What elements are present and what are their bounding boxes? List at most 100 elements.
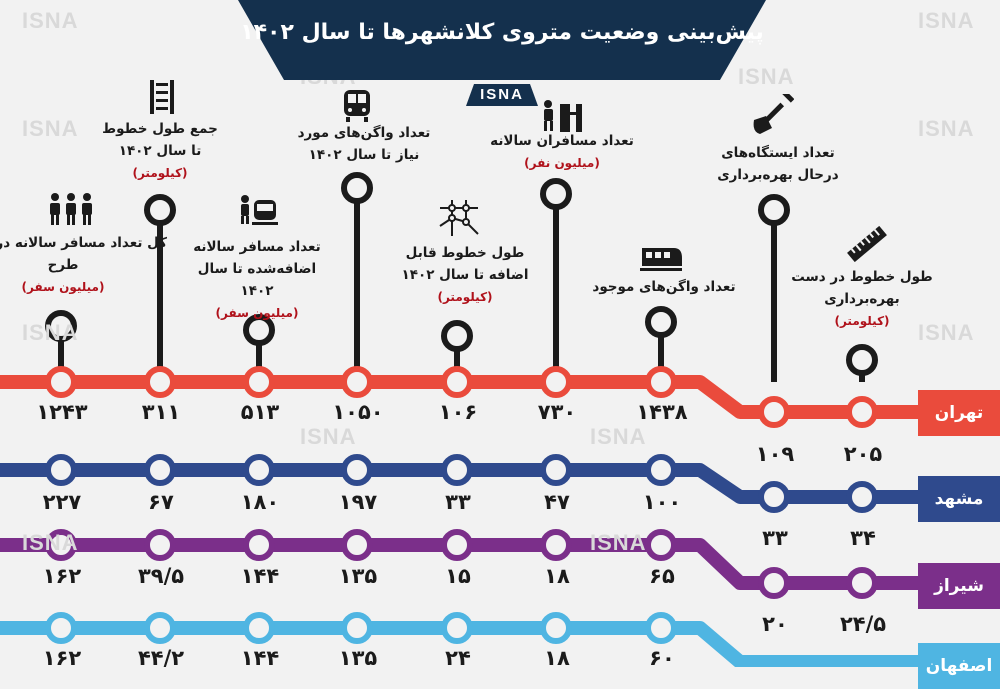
- station-marker: [441, 612, 473, 644]
- ruler-icon: [847, 226, 887, 262]
- value-mashhad: ۱۰۰: [642, 490, 682, 514]
- category-label-wagons-needed: تعداد واگن‌های مورد نیاز تا سال ۱۴۰۲: [297, 125, 431, 163]
- city-label-isfahan: اصفهان: [918, 643, 1000, 689]
- station-marker: [846, 567, 878, 599]
- value-shiraz: ۲۴/۵: [839, 612, 887, 636]
- station-marker: [243, 612, 275, 644]
- watermark: ISNA: [22, 8, 79, 33]
- station-marker: [243, 366, 275, 398]
- station-marker: [846, 396, 878, 428]
- station-marker: [540, 612, 572, 644]
- station-marker: [441, 529, 473, 561]
- category-label-active-stations: تعداد ایستگاه‌های درحال بهره‌برداری: [717, 145, 839, 183]
- category-label-added-passengers: تعداد مسافر سالانه اضافه‌شده تا سال ۱۴۰۲…: [193, 239, 321, 320]
- station-marker: [758, 567, 790, 599]
- category-label-operational-length: طول خطوط در دست بهره‌برداری (کیلومتر): [791, 269, 933, 328]
- station-marker: [243, 454, 275, 486]
- station-marker: [645, 529, 677, 561]
- station-marker: [758, 481, 790, 513]
- value-shiraz: ۲۰: [762, 612, 788, 636]
- value-shiraz: ۱۶۲: [42, 564, 82, 588]
- value-isfahan: ۱۳۵: [338, 646, 378, 670]
- station-marker: [540, 529, 572, 561]
- value-tehran: ۳۱۱: [141, 400, 181, 424]
- shovel-icon: [753, 94, 794, 134]
- category-label-annual-passengers: تعداد مسافران سالانه (میلیون نفر): [490, 133, 634, 170]
- category-label-total-passengers: کل تعداد مسافر سالانه در پایان طرح(میلیو…: [0, 235, 167, 294]
- value-shiraz: ۶۵: [649, 564, 675, 588]
- metro-train-icon: [344, 90, 370, 122]
- value-shiraz: ۳۹/۵: [137, 564, 185, 588]
- city-label-tehran: تهران: [918, 390, 1000, 436]
- metro-infographic-canvas: [0, 172, 918, 667]
- wagon-icon: [640, 248, 682, 271]
- rail-track-icon: [150, 80, 174, 114]
- watermark: ISNA: [22, 320, 79, 345]
- value-tehran: ۵۱۳: [240, 400, 280, 424]
- passengers-train-icon: [241, 195, 278, 225]
- value-isfahan: ۲۴: [445, 646, 471, 670]
- pin-head: [45, 310, 77, 342]
- value-mashhad: ۳۳: [762, 526, 788, 550]
- value-isfahan: ۶۰: [649, 646, 675, 670]
- station-marker: [441, 454, 473, 486]
- value-tehran: ۱۰۹: [755, 442, 795, 466]
- station-marker: [144, 529, 176, 561]
- watermark: ISNA: [918, 116, 975, 141]
- pin-head: [243, 314, 275, 346]
- station-marker: [540, 366, 572, 398]
- station-marker: [645, 454, 677, 486]
- station-marker: [45, 612, 77, 644]
- value-tehran: ۱۰۶: [438, 400, 478, 424]
- category-label-addable-length: طول خطوط قابل اضافه تا سال ۱۴۰۲ (کیلومتر): [401, 245, 529, 304]
- watermark: ISNA: [918, 8, 975, 33]
- title-banner: [238, 0, 766, 80]
- value-tehran: ۱۰۵۰: [332, 400, 384, 424]
- value-mashhad: ۱۹۷: [338, 490, 378, 514]
- station-marker: [758, 396, 790, 428]
- value-isfahan: ۱۸: [544, 646, 570, 670]
- value-mashhad: ۲۲۷: [42, 490, 82, 514]
- station-marker: [45, 366, 77, 398]
- watermark: ISNA: [590, 424, 647, 449]
- value-tehran: ۲۰۵: [843, 442, 883, 466]
- value-mashhad: ۴۷: [544, 490, 570, 514]
- station-marker: [144, 454, 176, 486]
- pin-head: [341, 172, 373, 204]
- value-tehran: ۱۲۴۳: [36, 400, 88, 424]
- pin-head: [758, 194, 790, 226]
- value-shiraz: ۱۸: [544, 564, 570, 588]
- value-mashhad: ۳۴: [850, 526, 876, 550]
- city-label-shiraz: شیراز: [918, 563, 1000, 609]
- station-marker: [540, 454, 572, 486]
- value-mashhad: ۳۳: [445, 490, 471, 514]
- station-marker: [341, 454, 373, 486]
- isna-badge: [466, 84, 538, 106]
- watermark: ISNA: [590, 530, 647, 555]
- network-map-icon: [439, 200, 479, 236]
- station-marker: [846, 481, 878, 513]
- watermark: ISNA: [738, 64, 795, 89]
- turnstile-icon: [544, 100, 582, 132]
- people-icon: [50, 193, 92, 225]
- category-label-total-length: جمع طول خطوط تا سال ۱۴۰۲ (کیلومتر): [102, 121, 218, 180]
- pin-head: [441, 320, 473, 352]
- station-marker: [441, 366, 473, 398]
- station-marker: [341, 529, 373, 561]
- watermark: ISNA: [22, 116, 79, 141]
- pin-head: [540, 178, 572, 210]
- value-mashhad: ۶۷: [148, 490, 174, 514]
- pin-head: [846, 344, 878, 376]
- pin-head: [144, 194, 176, 226]
- watermark: ISNA: [918, 320, 975, 345]
- value-isfahan: ۱۴۴: [240, 646, 280, 670]
- value-tehran: ۱۴۳۸: [636, 400, 688, 424]
- category-label-existing-wagons: تعداد واگن‌های موجود: [592, 279, 736, 295]
- watermark: ISNA: [22, 530, 79, 555]
- station-marker: [144, 612, 176, 644]
- station-marker: [45, 529, 77, 561]
- station-marker: [45, 454, 77, 486]
- station-marker: [144, 366, 176, 398]
- station-marker: [341, 612, 373, 644]
- city-label-mashhad: مشهد: [918, 476, 1000, 522]
